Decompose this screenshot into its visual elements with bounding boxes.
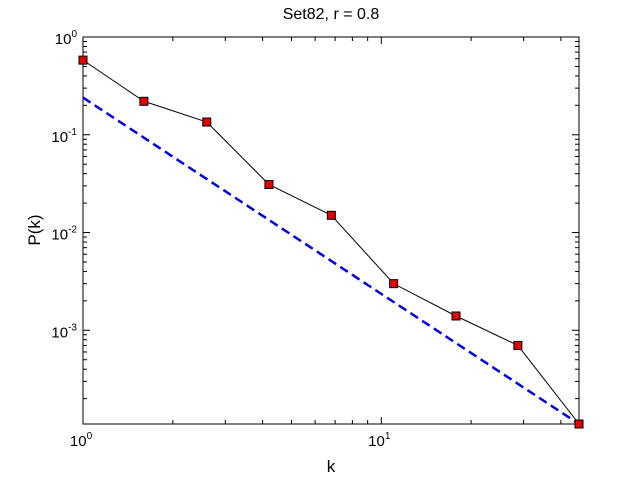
series-layer: [78, 55, 584, 429]
data-point: [574, 419, 584, 429]
data-point: [513, 340, 523, 350]
data-point: [202, 117, 212, 127]
data-point: [139, 96, 149, 106]
data-point: [264, 179, 274, 189]
data-point: [326, 210, 336, 220]
x-tick-label: 100: [70, 431, 93, 450]
y-tick-label: 10-1: [51, 127, 77, 146]
axis-ticks: [82, 36, 579, 424]
data-point: [389, 279, 399, 289]
x-axis-label: k: [327, 457, 336, 476]
y-axis-label: P(k): [25, 214, 44, 245]
tick-labels: 100 101 100 10-1 10-2 10-3: [51, 29, 390, 450]
fit-line: [82, 96, 580, 426]
data-point: [451, 311, 461, 321]
y-tick-label: 10-3: [51, 322, 77, 341]
plot-area: [82, 36, 580, 425]
x-tick-label: 101: [368, 431, 391, 450]
chart-title: Set82, r = 0.8: [283, 6, 380, 23]
y-tick-label: 100: [55, 29, 78, 48]
y-tick-label: 10-2: [51, 225, 77, 244]
data-point: [78, 55, 88, 65]
